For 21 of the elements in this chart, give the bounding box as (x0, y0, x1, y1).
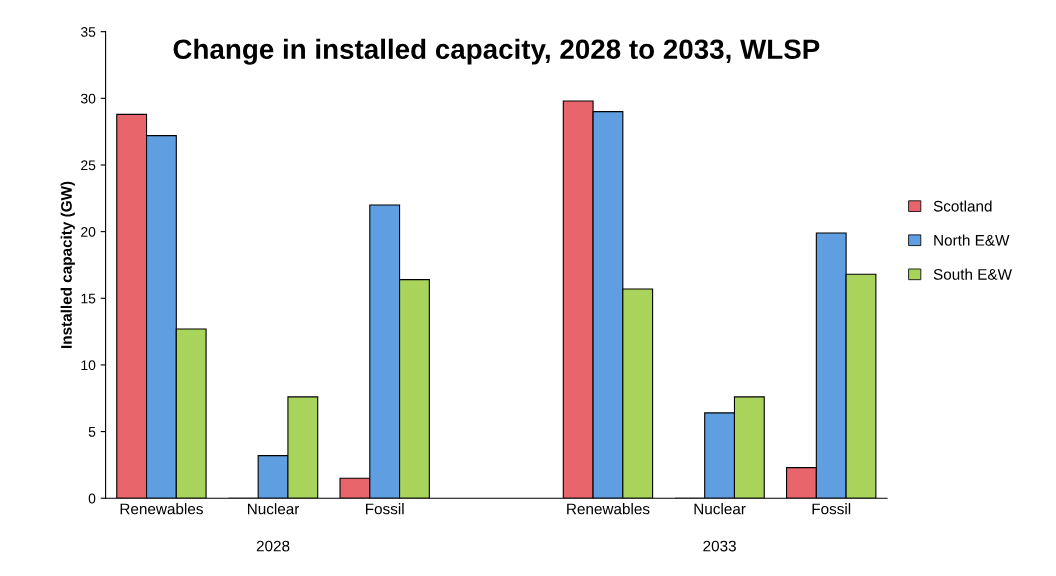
text: 2028 (256, 540, 290, 552)
y-tick-label: 20 (81, 226, 96, 237)
text: 2033 (703, 540, 736, 552)
y-axis-title: Installed capacity (GW) (60, 181, 75, 348)
x-tick-label: Fossil (365, 503, 404, 515)
y-tick-label: 10 (81, 360, 96, 371)
y-tick-label: 15 (81, 293, 96, 304)
legend-label: North E&W (934, 234, 1010, 246)
chart-title: Change in installed capacity, 2028 to 2033, WLSP (173, 38, 820, 65)
x-tick-label: Renewables (567, 503, 650, 515)
legend-label: Scotland (933, 200, 992, 212)
y-tick-label: 35 (80, 27, 96, 37)
legend-label: South E&W (933, 268, 1012, 280)
x-tick-label: Fossil (812, 503, 851, 515)
y-tick-label: 25 (81, 160, 96, 171)
x-tick-label: Renewables (120, 503, 203, 515)
y-tick-label: 5 (88, 427, 96, 437)
y-tick-label: 0 (88, 493, 96, 504)
x-tick-label: Nuclear (247, 503, 300, 515)
x-tick-label: Nuclear (694, 503, 746, 515)
y-tick-label: 30 (80, 93, 96, 104)
